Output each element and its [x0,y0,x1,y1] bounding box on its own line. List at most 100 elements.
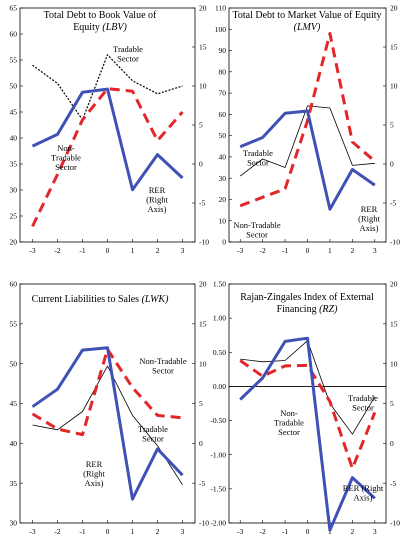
chart-panel-2: 0102030405060708090100110-10-505101520-3… [215,4,400,255]
x-tick-label: 2 [350,246,354,255]
right-tick-label: -10 [390,519,400,528]
series-annotation-nontradable: Non-Tradable Sector [274,408,304,437]
right-tick-label: 10 [199,82,207,91]
series-line-nontradable [31,87,184,228]
left-tick-label: 30 [219,174,227,183]
chart-panel-4: -2.00-1.50-1.00-0.500.000.501.001.50-10-… [210,280,400,536]
left-tick-label: 1.50 [213,280,226,289]
right-tick-label: 10 [199,359,207,368]
right-tick-label: 0 [390,439,394,448]
series-annotation-nontradable: Non-Tradable Sector [233,220,281,240]
x-tick-label: 1 [131,527,135,536]
left-tick-label: 40 [10,134,18,143]
left-tick-label: 110 [215,4,226,13]
left-tick-label: 50 [10,359,18,368]
right-tick-label: -5 [390,199,396,208]
x-tick-label: -1 [79,246,85,255]
x-tick-label: 2 [156,246,160,255]
x-tick-label: -3 [29,527,35,536]
right-tick-label: 0 [199,160,203,169]
x-tick-label: -3 [29,246,35,255]
right-tick-label: 10 [390,359,398,368]
left-tick-label: 60 [10,30,18,39]
left-tick-label: 0.00 [213,382,226,391]
x-tick-label: 2 [156,527,160,536]
series-line-rer [239,109,376,211]
left-tick-label: 20 [219,195,227,204]
right-tick-label: 20 [199,4,207,13]
left-tick-label: 40 [10,439,18,448]
left-tick-label: 20 [10,238,18,247]
x-tick-label: 0 [106,246,110,255]
x-tick-label: 0 [306,527,310,536]
right-tick-label: 0 [199,439,203,448]
right-tick-label: 20 [199,280,207,289]
right-tick-label: 10 [390,82,398,91]
x-tick-label: 3 [373,527,377,536]
x-tick-label: 0 [106,527,110,536]
right-tick-label: 15 [199,43,207,52]
x-tick-label: -1 [79,527,85,536]
left-tick-label: 55 [10,319,18,328]
series-line-tradable [239,105,375,177]
x-tick-label: 1 [131,246,135,255]
right-tick-label: -5 [390,479,396,488]
x-tick-label: -1 [282,527,288,536]
right-tick-label: 15 [390,43,398,52]
left-tick-label: 0 [222,238,226,247]
right-tick-label: -10 [390,238,400,247]
series-annotation-rer: RER (Right Axis) [83,459,105,488]
series-line-nontradable [239,359,377,470]
x-tick-label: 3 [181,527,185,536]
chart-title: Current Liabilities to Sales (LWK) [32,294,170,305]
x-tick-label: -3 [237,246,243,255]
right-tick-label: 15 [390,319,398,328]
right-tick-label: 20 [390,4,398,13]
series-line-rer [31,87,184,192]
x-tick-label: -2 [54,527,60,536]
left-tick-label: 60 [219,110,227,119]
left-tick-label: 65 [10,4,18,13]
series-line-tradable [240,340,376,435]
left-tick-label: 80 [219,67,227,76]
right-tick-label: 20 [390,280,398,289]
series-annotation-tradable: Tradable Sector [348,393,378,413]
chart-title-line-2: (LMV) [294,22,321,33]
left-tick-label: 50 [219,131,227,140]
series-annotation-tradable: Tradable Sector [138,424,168,444]
left-tick-label: 50 [10,82,18,91]
series-annotation-tradable: Tradable Sector [113,44,143,64]
series-line-tradable [32,54,183,121]
plot-frame [19,283,196,524]
series-line-rer [31,346,184,501]
x-tick-label: -2 [260,246,266,255]
x-tick-label: 1 [328,246,332,255]
x-tick-label: 0 [306,246,310,255]
chart-title-line-2: Financing (RZ) [277,304,339,315]
series-annotation-tradable: Tradable Sector [243,148,273,168]
x-tick-label: -2 [54,246,60,255]
series-line-rer [239,336,376,532]
chart-title: Total Debt to Market Value of Equity [232,10,381,21]
right-tick-label: 5 [199,399,203,408]
right-tick-label: 0 [390,160,394,169]
series-annotation-rer: RER (Right Axis) [343,483,384,503]
series-annotation-nontradable: Non-Tradable Sector [51,143,81,172]
left-tick-label: 70 [219,89,227,98]
left-tick-label: 10 [219,216,227,225]
left-tick-label: 35 [10,160,18,169]
left-tick-label: 45 [10,399,18,408]
left-tick-label: 60 [10,280,18,289]
right-tick-label: 15 [199,319,207,328]
left-tick-label: 40 [219,153,227,162]
right-tick-label: 5 [390,399,394,408]
series-annotation-rer: RER (Right Axis) [358,204,380,233]
left-tick-label: 35 [10,479,18,488]
chart-title: Total Debt to Book Value of [44,10,157,21]
right-tick-label: 5 [390,121,394,130]
left-tick-label: 90 [219,46,227,55]
x-tick-label: 2 [350,527,354,536]
